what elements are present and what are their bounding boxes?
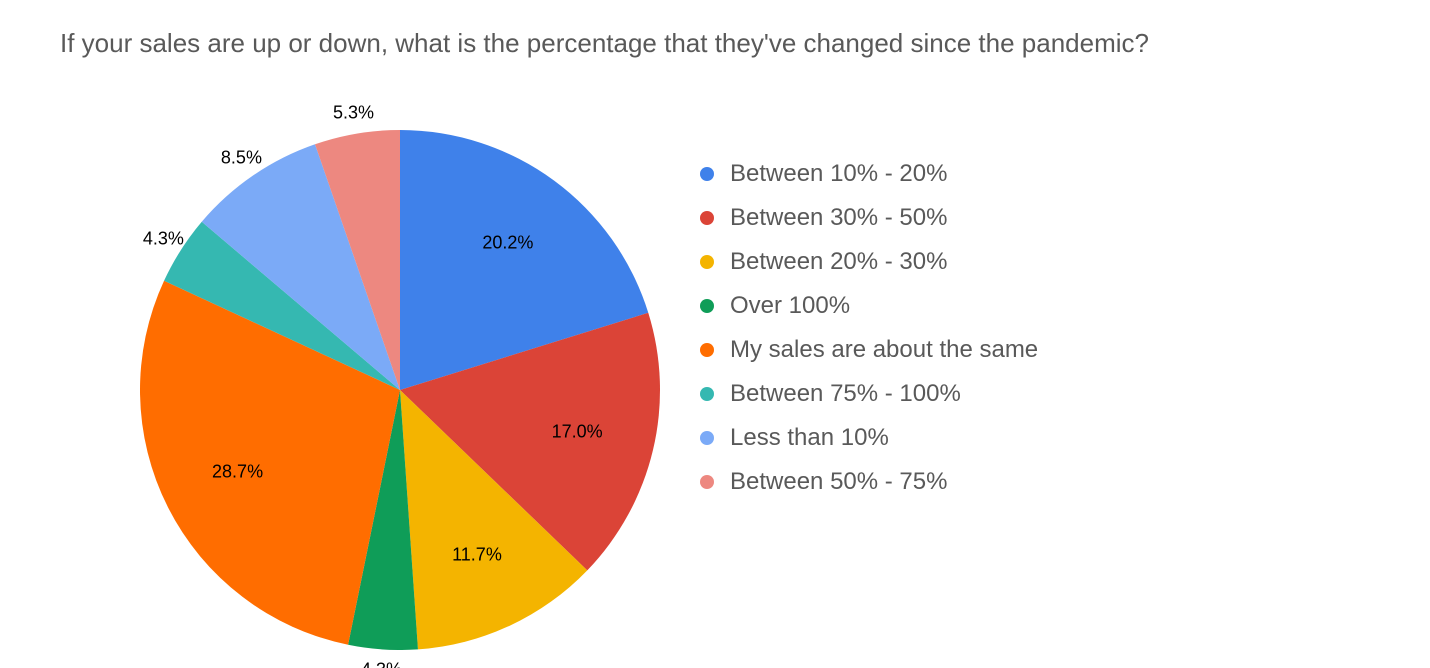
- legend-dot-icon: [700, 431, 714, 445]
- chart-title: If your sales are up or down, what is th…: [60, 28, 1149, 59]
- slice-label: 5.3%: [333, 103, 374, 124]
- legend-label: Less than 10%: [730, 424, 889, 452]
- legend-label: Between 50% - 75%: [730, 468, 947, 496]
- legend-item: Between 30% - 50%: [700, 204, 1038, 232]
- legend-label: My sales are about the same: [730, 336, 1038, 364]
- chart-container: If your sales are up or down, what is th…: [0, 0, 1430, 668]
- pie-chart: 20.2%17.0%11.7%4.3%28.7%4.3%8.5%5.3%: [120, 90, 680, 650]
- legend-label: Between 20% - 30%: [730, 248, 947, 276]
- legend-item: Between 50% - 75%: [700, 468, 1038, 496]
- legend-item: Between 20% - 30%: [700, 248, 1038, 276]
- legend-item: Less than 10%: [700, 424, 1038, 452]
- legend-dot-icon: [700, 299, 714, 313]
- legend: Between 10% - 20% Between 30% - 50% Betwee…: [700, 160, 1038, 496]
- legend-dot-icon: [700, 211, 714, 225]
- slice-label: 4.3%: [361, 660, 402, 668]
- legend-item: Between 10% - 20%: [700, 160, 1038, 188]
- legend-dot-icon: [700, 343, 714, 357]
- slice-label: 4.3%: [143, 228, 184, 249]
- legend-item: Over 100%: [700, 292, 1038, 320]
- legend-label: Between 30% - 50%: [730, 204, 947, 232]
- legend-dot-icon: [700, 475, 714, 489]
- slice-label: 28.7%: [212, 462, 263, 483]
- legend-dot-icon: [700, 387, 714, 401]
- legend-dot-icon: [700, 167, 714, 181]
- legend-label: Between 10% - 20%: [730, 160, 947, 188]
- legend-label: Between 75% - 100%: [730, 380, 961, 408]
- slice-label: 20.2%: [482, 233, 533, 254]
- slice-label: 8.5%: [221, 148, 262, 169]
- legend-item: My sales are about the same: [700, 336, 1038, 364]
- legend-dot-icon: [700, 255, 714, 269]
- slice-label: 11.7%: [452, 544, 502, 565]
- pie-svg: [120, 90, 680, 650]
- slice-label: 17.0%: [552, 421, 603, 442]
- legend-label: Over 100%: [730, 292, 850, 320]
- legend-item: Between 75% - 100%: [700, 380, 1038, 408]
